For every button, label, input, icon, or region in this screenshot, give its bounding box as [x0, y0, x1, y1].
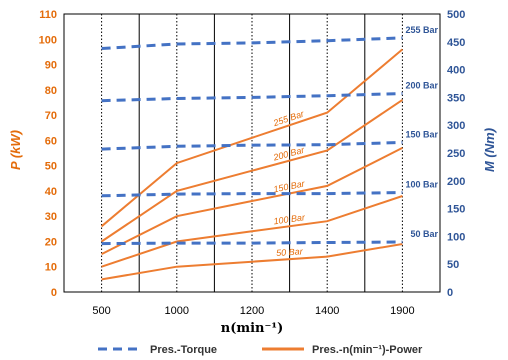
x-axis-title: n(min⁻¹): [221, 321, 283, 336]
x-tick-label: 1000: [165, 305, 189, 317]
power-series-label: 50 Bar: [276, 246, 304, 258]
y-left-tick-label: 60: [45, 135, 57, 147]
y-left-tick-label: 100: [39, 34, 57, 46]
legend-power-label: Pres.-n(min⁻¹)-Power: [312, 344, 423, 356]
power-lines: [100, 48, 404, 281]
power-series-label: 100 Bar: [273, 212, 307, 226]
power-line: [101, 147, 403, 255]
y-right-tick-label: 100: [447, 231, 465, 243]
y-right-tick-label: 150: [447, 204, 465, 216]
x-axis-ticks: 500 1000 1200 1400 1900: [92, 305, 414, 317]
x-tick-label: 500: [92, 305, 110, 317]
y-axis-right-title: M (Nm): [482, 128, 497, 172]
legend: Pres.-Torque Pres.-n(min⁻¹)-Power: [98, 344, 423, 356]
torque-series-label: 255 Bar: [405, 25, 438, 35]
y-left-tick-label: 90: [45, 60, 57, 72]
power-line: [101, 99, 403, 243]
power-line: [100, 48, 404, 228]
y-left-tick-label: 50: [45, 161, 57, 173]
torque-line: [101, 191, 403, 198]
torque-series-label: 100 Bar: [405, 179, 438, 189]
torque-line: [101, 240, 403, 246]
torque-series-label: 200 Bar: [405, 81, 438, 91]
torque-line: [101, 92, 403, 103]
y-axis-left-title: P (kW): [8, 130, 23, 170]
grid: [101, 14, 403, 292]
left-axis-ticks: 0 10 20 30 40 50 60 70 80 90 100 110: [39, 9, 57, 299]
y-left-tick-label: 110: [39, 9, 57, 21]
y-right-tick-label: 250: [447, 148, 465, 160]
legend-torque-label: Pres.-Torque: [150, 344, 217, 356]
y-right-tick-label: 200: [447, 176, 465, 188]
torque-line: [101, 36, 403, 50]
torque-series-label: 50 Bar: [410, 229, 438, 239]
y-left-tick-label: 30: [45, 211, 57, 223]
y-left-tick-label: 80: [45, 85, 57, 97]
y-right-tick-label: 350: [447, 92, 465, 104]
torque-series-label: 150 Bar: [405, 129, 438, 139]
y-right-tick-label: 450: [447, 37, 465, 49]
y-left-tick-label: 10: [45, 262, 57, 274]
y-right-tick-label: 500: [447, 9, 465, 21]
right-axis-ticks: 0 50 100 150 200 250 300 350 400 450 500: [447, 9, 465, 299]
torque-lines: [101, 36, 403, 246]
x-tick-label: 1200: [240, 305, 264, 317]
plot-frame: [63, 13, 441, 293]
y-right-tick-label: 400: [447, 65, 465, 77]
y-left-tick-label: 70: [45, 110, 57, 122]
x-tick-label: 1900: [390, 305, 414, 317]
y-left-tick-label: 0: [51, 287, 57, 299]
y-right-tick-label: 0: [447, 287, 453, 299]
y-right-tick-label: 50: [447, 259, 459, 271]
power-line: [101, 195, 403, 268]
y-left-tick-label: 40: [45, 186, 57, 198]
power-line: [101, 243, 403, 281]
y-left-tick-label: 20: [45, 236, 57, 248]
y-right-tick-label: 300: [447, 120, 465, 132]
torque-line: [101, 140, 403, 151]
x-tick-label: 1400: [315, 305, 339, 317]
